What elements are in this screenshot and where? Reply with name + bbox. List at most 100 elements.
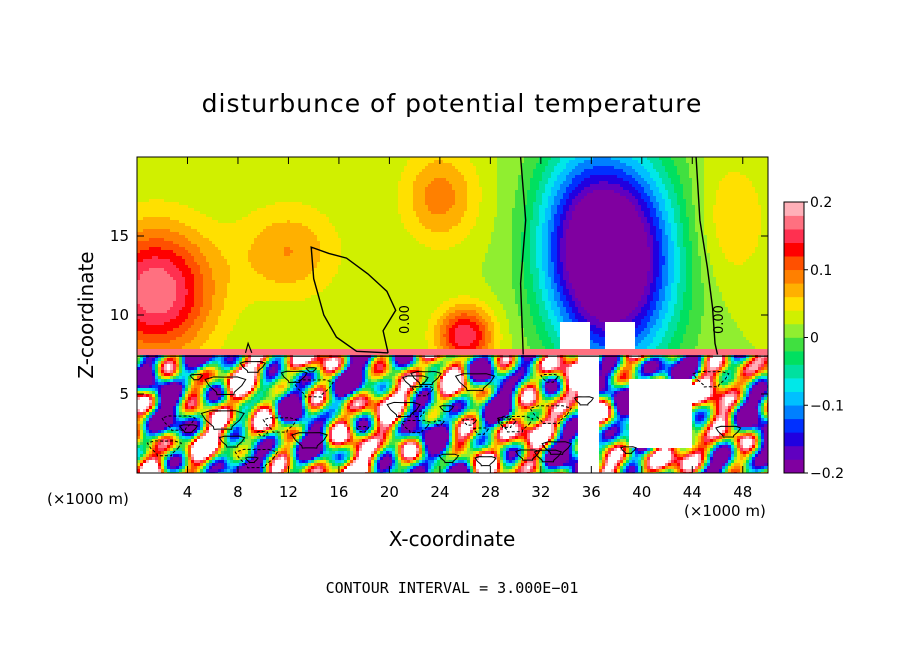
- heat-cell: [593, 199, 597, 203]
- heat-cell: [422, 196, 426, 200]
- heat-cell: [734, 184, 738, 188]
- heat-cell: [194, 205, 198, 209]
- heat-cell: [725, 211, 729, 215]
- heat-cell: [431, 169, 435, 173]
- heat-cell: [245, 172, 249, 176]
- heat-cell: [506, 214, 510, 218]
- heat-cell: [731, 208, 735, 212]
- heat-cell: [353, 199, 357, 203]
- heat-cell: [299, 166, 303, 170]
- heat-cell: [731, 163, 735, 167]
- heat-cell: [344, 172, 348, 176]
- heat-cell: [449, 190, 453, 194]
- heat-cell: [275, 184, 279, 188]
- heat-cell: [575, 184, 579, 188]
- heat-cell: [707, 199, 711, 203]
- heat-cell: [158, 208, 162, 212]
- heat-cell: [557, 190, 561, 194]
- heat-cell: [290, 169, 294, 173]
- heat-cell: [662, 214, 666, 218]
- heat-cell: [404, 184, 408, 188]
- heat-cell: [473, 166, 477, 170]
- heat-cell: [422, 211, 426, 215]
- heat-cell: [215, 226, 219, 230]
- heat-cell: [551, 181, 555, 185]
- heat-cell: [656, 223, 660, 227]
- heat-cell: [620, 157, 624, 161]
- heat-cell: [608, 169, 612, 173]
- heat-cell: [500, 205, 504, 209]
- heat-cell: [551, 166, 555, 170]
- heat-cell: [758, 217, 762, 221]
- heat-cell: [572, 160, 576, 164]
- heat-cell: [311, 184, 315, 188]
- heat-cell: [491, 175, 495, 179]
- heat-cell: [725, 205, 729, 209]
- heat-cell: [254, 166, 258, 170]
- heat-cell: [635, 175, 639, 179]
- heat-cell: [614, 196, 618, 200]
- heat-cell: [629, 193, 633, 197]
- heat-cell: [377, 217, 381, 221]
- heat-cell: [650, 169, 654, 173]
- heat-cell: [347, 226, 351, 230]
- heat-cell: [710, 184, 714, 188]
- heat-cell: [692, 211, 696, 215]
- heat-cell: [503, 187, 507, 191]
- heat-cell: [530, 160, 534, 164]
- heat-cell: [515, 178, 519, 182]
- heat-cell: [143, 193, 147, 197]
- heat-cell: [182, 157, 186, 161]
- heat-cell: [680, 160, 684, 164]
- heat-cell: [146, 193, 150, 197]
- heat-cell: [161, 220, 165, 224]
- heat-cell: [542, 205, 546, 209]
- heat-cell: [425, 166, 429, 170]
- heat-cell: [716, 190, 720, 194]
- heat-cell: [710, 211, 714, 215]
- heat-cell: [404, 172, 408, 176]
- heat-cell: [740, 178, 744, 182]
- heat-cell: [263, 181, 267, 185]
- heat-cell: [452, 160, 456, 164]
- heat-cell: [260, 187, 264, 191]
- heat-cell: [371, 181, 375, 185]
- heat-cell: [341, 163, 345, 167]
- heat-cell: [506, 220, 510, 224]
- heat-cell: [221, 160, 225, 164]
- heat-cell: [716, 220, 720, 224]
- heat-cell: [575, 169, 579, 173]
- heat-cell: [704, 214, 708, 218]
- heat-cell: [278, 178, 282, 182]
- heat-cell: [482, 157, 486, 161]
- heat-cell: [236, 199, 240, 203]
- heat-cell: [176, 196, 180, 200]
- heat-cell: [707, 202, 711, 206]
- heat-cell: [317, 205, 321, 209]
- heat-cell: [536, 223, 540, 227]
- heat-cell: [455, 166, 459, 170]
- heat-cell: [542, 190, 546, 194]
- heat-cell: [146, 196, 150, 200]
- heat-cell: [704, 205, 708, 209]
- heat-cell: [167, 181, 171, 185]
- heat-cell: [653, 181, 657, 185]
- heat-cell: [425, 205, 429, 209]
- heat-cell: [488, 202, 492, 206]
- heat-cell: [149, 211, 153, 215]
- heat-cell: [638, 181, 642, 185]
- heat-cell: [602, 205, 606, 209]
- heat-cell: [665, 184, 669, 188]
- heat-cell: [758, 184, 762, 188]
- heat-cell: [212, 184, 216, 188]
- heat-cell: [725, 181, 729, 185]
- heat-cell: [710, 199, 714, 203]
- heat-cell: [689, 223, 693, 227]
- heat-cell: [611, 178, 615, 182]
- heat-cell: [383, 160, 387, 164]
- heat-cell: [293, 163, 297, 167]
- heat-cell: [719, 217, 723, 221]
- heat-cell: [164, 190, 168, 194]
- heat-cell: [743, 160, 747, 164]
- heat-cell: [680, 157, 684, 161]
